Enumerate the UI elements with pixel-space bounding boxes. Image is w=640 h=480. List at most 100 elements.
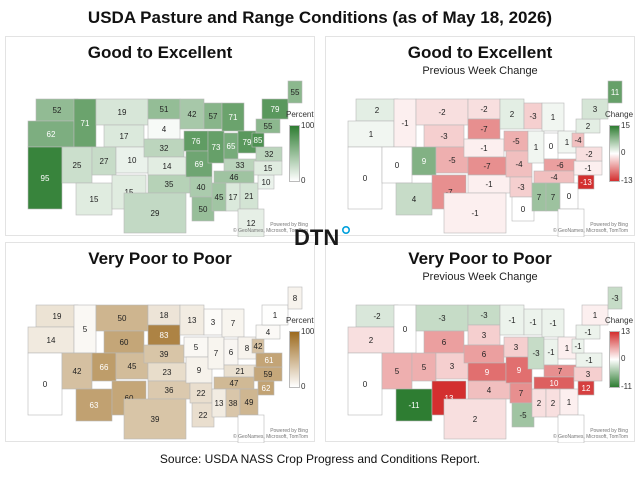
state-value-label: 7 [519,389,524,398]
state-fl [237,414,265,443]
state-value-label: -5 [448,156,456,165]
state-ca [347,146,383,210]
state-ca [27,352,63,416]
state-value-label: 71 [81,119,90,128]
us-map: 52 62 95 71 25 19 17 27 10 15 15 51 4 32 14 35 29 42 76 69 4… [27,80,303,237]
state-value-label: 32 [265,150,274,159]
map-attribution: Powered by Bing © GeoNames, Microsoft, To… [553,222,628,234]
state-value-label: 9 [517,366,522,375]
legend-title: Percent [286,316,314,325]
state-ca [347,352,383,416]
state-value-label: 65 [227,142,236,151]
state-co [435,146,469,174]
state-value-label: 1 [593,311,598,320]
state-value-label: 6 [229,348,234,357]
state-value-label: 46 [230,173,239,182]
state-value-label: 2 [586,122,591,131]
state-value-label: -1 [584,328,592,337]
state-value-label: 23 [163,368,172,377]
state-value-label: 1 [551,113,556,122]
state-value-label: 7 [214,349,219,358]
state-value-label: 2 [537,399,542,408]
state-value-label: 8 [245,344,250,353]
legend-title: Percent [286,110,314,119]
state-value-label: 85 [254,136,263,145]
state-value-label: 50 [199,205,208,214]
state-mi [221,102,245,132]
state-value-label: -1 [585,356,593,365]
panel-title: Very Poor to Poor [88,249,232,268]
state-value-label: 61 [265,356,274,365]
state-value-label: 5 [194,343,199,352]
state-value-label: 14 [47,336,56,345]
state-mo [185,356,213,384]
state-value-label: 39 [160,350,169,359]
map-attribution: Powered by Bing © GeoNames, Microsoft, To… [233,222,308,234]
state-value-label: -3 [529,112,537,121]
state-value-label: 0 [395,161,400,170]
state-tx [443,192,507,234]
state-value-label: 17 [229,193,238,202]
legend-min-label: -13 [621,176,633,185]
state-mt [95,304,149,332]
state-value-label: 59 [264,370,273,379]
state-mt [95,98,149,126]
state-ut [411,352,437,382]
state-value-label: 3 [514,343,519,352]
state-value-label: 79 [271,105,280,114]
state-va [575,146,603,162]
state-value-label: 10 [550,379,559,388]
state-value-label: -1 [529,318,537,327]
state-value-label: 27 [100,157,109,166]
state-value-label: 29 [151,209,160,218]
state-value-label: 38 [229,399,238,408]
state-value-label: 13 [188,316,197,325]
state-az [395,388,433,422]
state-value-label: -3 [438,314,446,323]
state-value-label: 13 [215,399,224,408]
state-value-label: 10 [128,156,137,165]
state-value-label: 60 [125,394,134,403]
state-value-label: 5 [395,367,400,376]
state-value-label: 62 [47,130,56,139]
state-value-label: 18 [160,311,169,320]
legend-max-label: 15 [621,121,630,130]
state-mn [499,304,525,336]
svg-text:DTN: DTN [294,225,339,250]
state-value-label: -3 [611,294,619,303]
state-value-label: 0 [363,380,368,389]
state-value-label: 7 [551,193,556,202]
map-panel-very-poor-to-poor-change: Very Poor to Poor Previous Week Change -… [325,242,635,443]
state-value-label: 14 [163,162,172,171]
state-value-label: 9 [485,368,490,377]
state-value-label: -7 [445,188,453,197]
legend-max-label: 13 [621,327,630,336]
state-value-label: 6 [482,350,487,359]
state-value-label: 25 [73,161,82,170]
state-ut [91,352,117,382]
state-value-label: -1 [401,119,409,128]
state-co [115,146,149,174]
state-va [255,352,283,368]
state-value-label: -4 [515,160,523,169]
state-tx [123,398,187,440]
state-me [287,286,303,310]
state-value-label: 19 [118,108,127,117]
state-value-label: 4 [266,328,271,337]
state-value-label: 2 [551,399,556,408]
state-ny [581,304,609,326]
state-value-label: 60 [120,338,129,347]
state-mo [185,150,213,178]
state-value-label: 22 [199,411,208,420]
state-value-label: 12 [247,219,256,228]
source-note: Source: USDA NASS Crop Progress and Cond… [159,452,481,466]
state-mn [179,304,205,336]
state-value-label: 22 [197,389,206,398]
state-value-label: 62 [262,384,271,393]
legend-color-bar [289,331,300,388]
panel-title: Good to Excellent [87,43,233,62]
state-value-label: 2 [473,415,478,424]
state-value-label: 1 [565,138,570,147]
state-value-label: 49 [245,398,254,407]
